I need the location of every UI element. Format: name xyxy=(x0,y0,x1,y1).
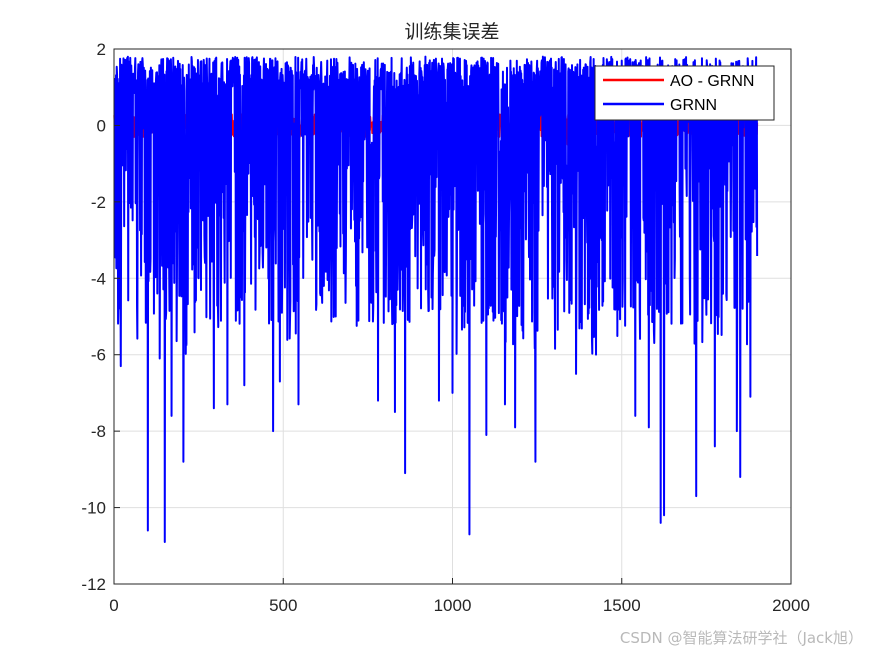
y-tick-label: -10 xyxy=(81,499,106,518)
series-line-grnn xyxy=(113,55,759,543)
x-tick-label: 2000 xyxy=(772,596,810,615)
legend-label-ao-grnn: AO - GRNN xyxy=(670,73,754,90)
series-layer xyxy=(113,55,759,543)
y-tick-label: -6 xyxy=(91,346,106,365)
x-tick-label: 0 xyxy=(109,596,118,615)
y-tick-label: -8 xyxy=(91,422,106,441)
y-tick-label: -4 xyxy=(91,269,106,288)
y-tick-label: 2 xyxy=(97,40,106,59)
y-tick-label: -12 xyxy=(81,575,106,594)
chart-title: 训练集误差 xyxy=(404,21,499,43)
ticks: 0 500 1000 1500 2000 -12 -10 -8 -6 -4 -2 0 2 xyxy=(81,40,809,615)
legend: AO - GRNN GRNN xyxy=(594,65,775,121)
legend-label-grnn: GRNN xyxy=(670,97,717,114)
x-tick-label: 1000 xyxy=(434,596,472,615)
watermark: CSDN @智能算法研学社（Jack旭） xyxy=(619,629,863,647)
x-tick-label: 500 xyxy=(269,596,297,615)
legend-box xyxy=(594,65,775,121)
y-tick-label: 0 xyxy=(97,116,106,135)
x-tick-label: 1500 xyxy=(603,596,641,615)
y-tick-label: -2 xyxy=(91,193,106,212)
